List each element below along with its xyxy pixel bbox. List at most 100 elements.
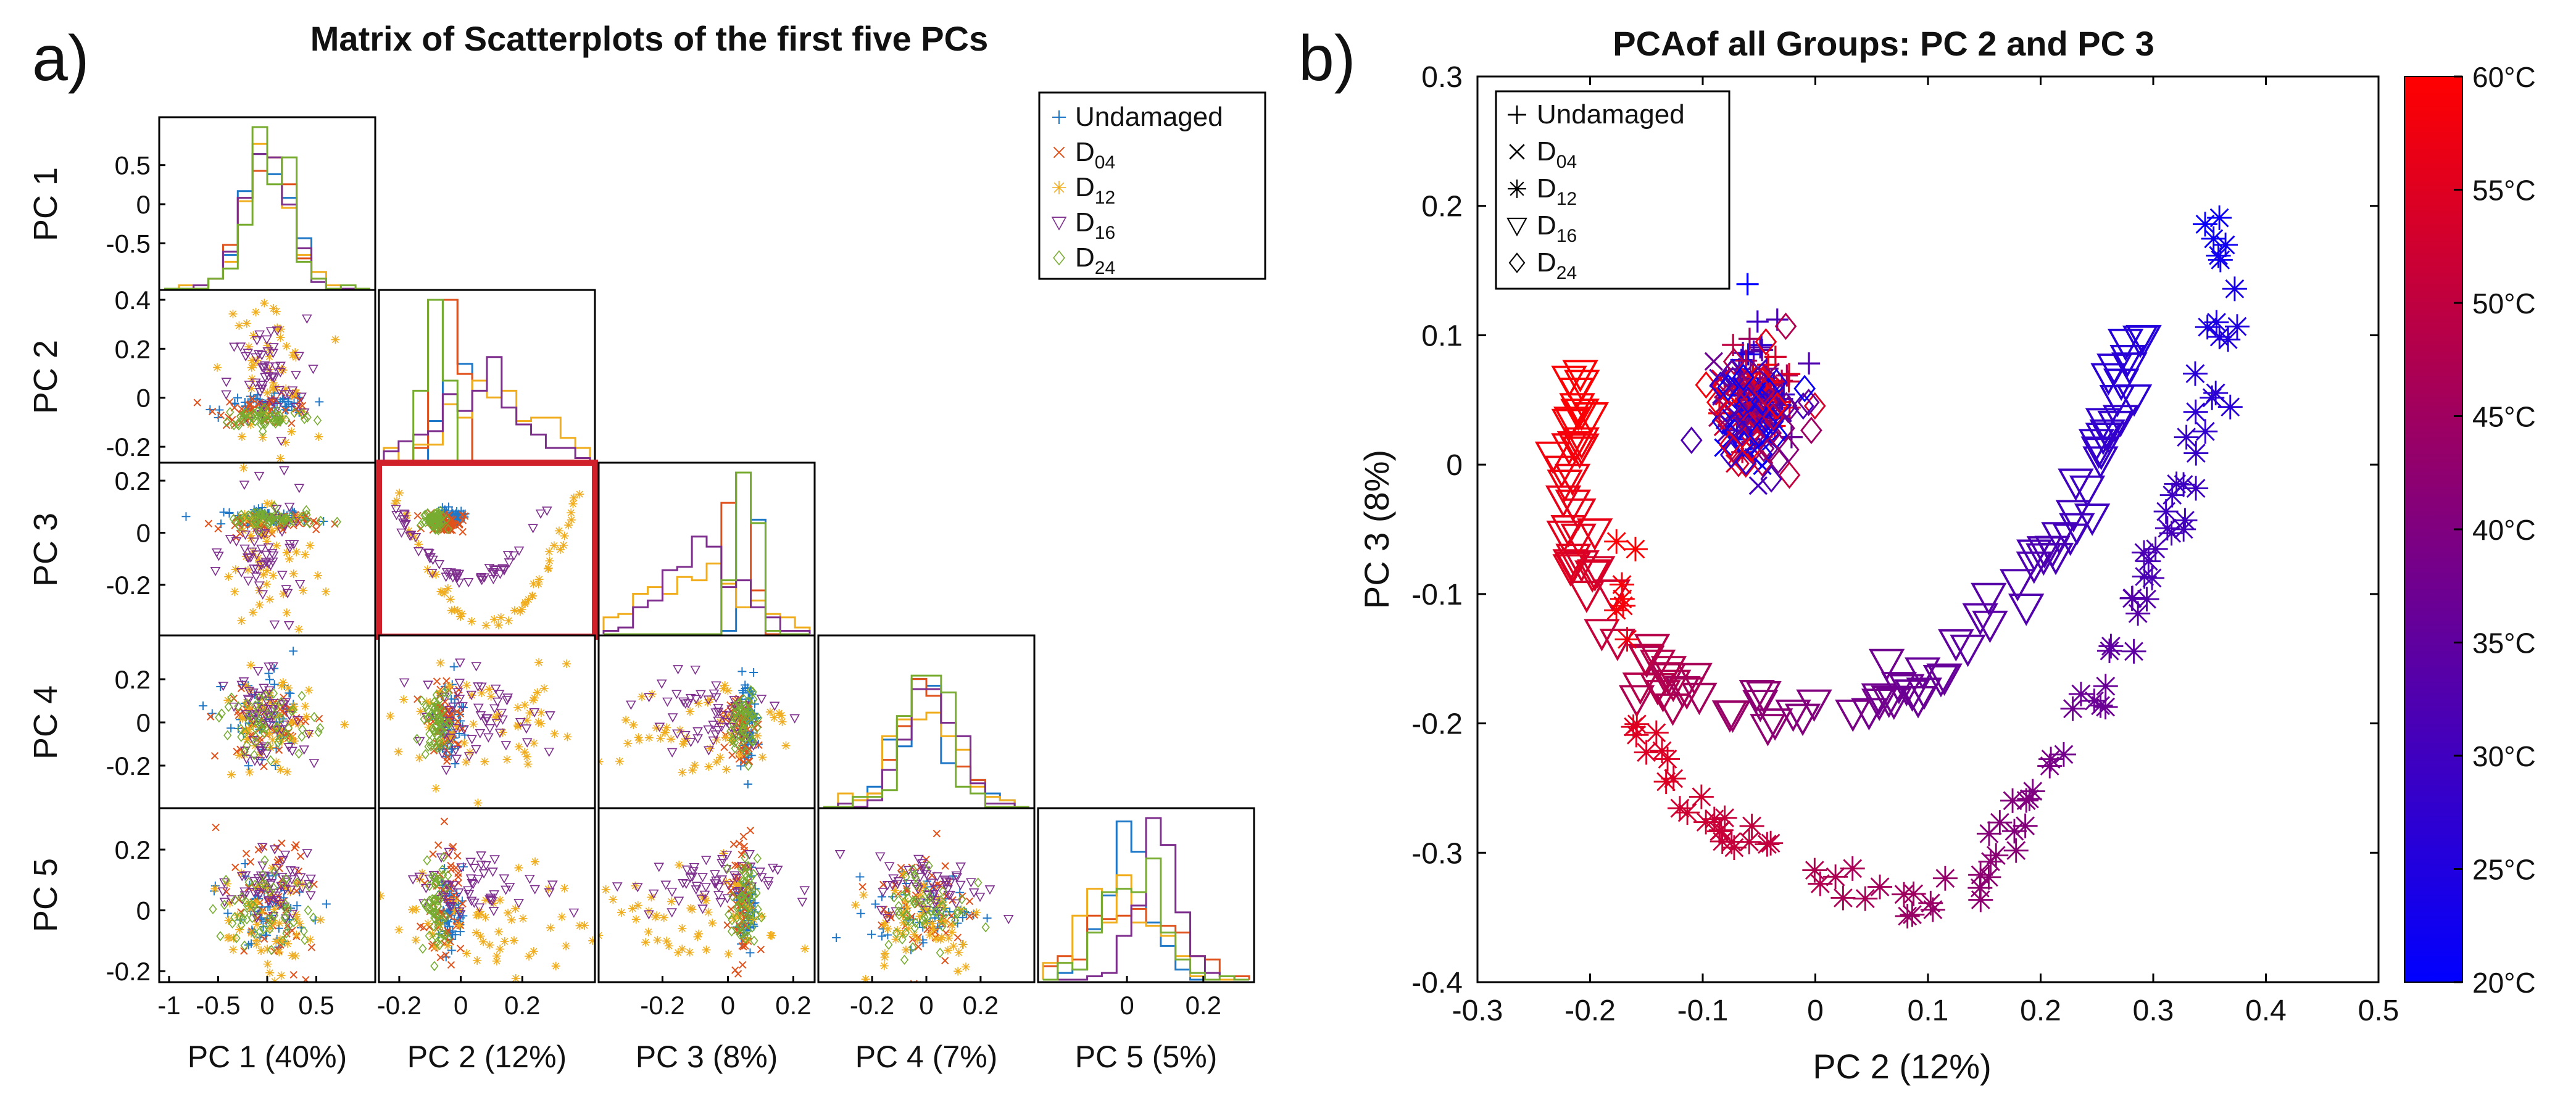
- matrix-point-d12-pc3-vs-pc2-41: [564, 521, 573, 530]
- matrix-point-d24-pc3-vs-pc1-46: [231, 516, 240, 527]
- matrix-point-d16-pc4-vs-pc1-20: [218, 682, 229, 692]
- matrix-point-d16-pc5-vs-pc3-52: [685, 874, 696, 883]
- matrix-point-undamaged-pc3-vs-pc1-2: [181, 512, 191, 521]
- matrix-point-d16-pc5-vs-pc3-30: [732, 888, 743, 898]
- matrix-marks-pc5-vs-pc4: [832, 829, 1014, 982]
- pca-point-d12-79: [2203, 381, 2229, 406]
- matrix-point-d24-pc4-vs-pc2-42: [428, 709, 438, 720]
- matrix-point-d16-pc3-vs-pc1-9: [269, 620, 280, 630]
- matrix-point-undamaged-pc5-vs-pc1-30: [244, 940, 253, 949]
- matrix-point-d16-pc4-vs-pc3-12: [729, 696, 740, 706]
- pca-point-d16-98: [1634, 634, 1671, 667]
- matrix-point-d16-pc4-vs-pc2-30: [489, 704, 500, 714]
- matrix-point-d12-pc3-vs-pc1-27: [279, 589, 288, 598]
- matrix-point-d24-pc3-vs-pc1-12: [302, 505, 310, 516]
- matrix-point-d12-pc4-vs-pc2-21: [447, 728, 456, 737]
- matrix-point-d16-pc5-vs-pc3-10: [710, 870, 720, 880]
- matrix-point-d24-pc4-vs-pc3-16: [737, 742, 746, 753]
- matrix-point-d16-pc5-vs-pc3-22: [660, 880, 671, 890]
- matrix-point-d16-pc5-vs-pc4-16: [882, 914, 893, 924]
- matrix-point-d12-pc3-vs-pc2-0: [549, 541, 559, 550]
- histogram-d24-pc1: [164, 126, 370, 290]
- pca-point-d24-36: [1737, 386, 1760, 414]
- matrix-point-d12-pc5-vs-pc3-15: [693, 932, 702, 941]
- matrix-point-d12-pc4-vs-pc3-21: [647, 690, 657, 699]
- matrix-point-d12-pc4-vs-pc3-50: [615, 756, 624, 766]
- pca-marks: [1534, 205, 2250, 928]
- matrix-point-d16-pc5-vs-pc1-45: [262, 885, 273, 895]
- matrix-point-d12-pc5-vs-pc4-15: [891, 886, 900, 895]
- matrix-point-d12-pc4-vs-pc1-44: [241, 727, 250, 736]
- matrix-point-d24-pc4-vs-pc2-35: [421, 749, 430, 759]
- matrix-point-d24-pc4-vs-pc1-5: [244, 710, 254, 721]
- matrix-point-d12-pc5-vs-pc1-15: [292, 930, 301, 940]
- matrix-point-d24-pc3-vs-pc1-52: [257, 510, 266, 521]
- matrix-point-undamaged-pc5-vs-pc1-26: [322, 899, 331, 909]
- matrix-point-d12-pc3-vs-pc2-14: [395, 489, 404, 498]
- matrix-point-d16-pc5-vs-pc3-7: [767, 864, 778, 874]
- pca-point-d16-7: [1868, 648, 1905, 682]
- matrix-point-undamaged-pc4-vs-pc1-53: [244, 761, 253, 771]
- matrix-point-d12-pc3-vs-pc1-41: [265, 595, 275, 604]
- matrix-point-d12-pc4-vs-pc3-33: [652, 724, 661, 733]
- matrix-point-d12-pc4-vs-pc3-1: [778, 717, 787, 726]
- matrix-point-d16-pc5-vs-pc3-26: [722, 894, 733, 904]
- matrix-point-d16-pc3-vs-pc1-10: [263, 543, 274, 553]
- matrix-point-d24-pc4-vs-pc2-49: [444, 688, 452, 698]
- legend-b-marker-undamaged: [1508, 105, 1526, 124]
- matrix-point-d12-pc2-vs-pc1-20: [265, 365, 274, 374]
- matrix-point-d24-pc5-vs-pc4-22: [960, 906, 968, 917]
- matrix-point-d24-pc4-vs-pc3-43: [746, 731, 754, 742]
- matrix-xtick-label-3-1: 0: [919, 991, 933, 1020]
- matrix-point-d12-pc5-vs-pc2-7: [562, 941, 571, 951]
- matrix-point-d12-pc5-vs-pc2-34: [511, 974, 520, 982]
- matrix-point-d16-pc5-vs-pc2-39: [524, 874, 535, 885]
- matrix-xtick-label-2-2: 0.2: [775, 991, 811, 1020]
- matrix-point-d12-pc3-vs-pc2-52: [543, 564, 552, 573]
- matrix-point-d24-pc5-vs-pc3-27: [741, 933, 750, 944]
- matrix-point-undamaged-pc4-vs-pc3-1: [750, 700, 760, 709]
- matrix-point-d24-pc2-vs-pc1-53: [259, 403, 268, 415]
- pca-point-d24-42: [1775, 392, 1798, 420]
- matrix-point-undamaged-pc5-vs-pc1-52: [293, 901, 302, 911]
- matrix-point-d24-pc5-vs-pc1-48: [278, 935, 287, 946]
- matrix-point-d24-pc3-vs-pc1-42: [297, 511, 306, 523]
- pca-point-d16-33: [1871, 685, 1907, 719]
- matrix-point-d12-pc5-vs-pc1-39: [275, 898, 285, 907]
- pca-xtick-label-5: 0.2: [2020, 994, 2061, 1027]
- matrix-xtick-label-0-2: 0: [260, 991, 274, 1020]
- matrix-point-d16-pc5-vs-pc2-28: [488, 906, 499, 917]
- matrix-point-d12-pc2-vs-pc1-38: [251, 307, 260, 316]
- matrix-point-d24-pc5-vs-pc4-44: [950, 915, 960, 926]
- matrix-point-d16-pc3-vs-pc1-24: [263, 559, 274, 569]
- matrix-point-d16-pc3-vs-pc1-54: [281, 585, 292, 595]
- histogram-d16-pc5: [1043, 817, 1249, 981]
- matrix-point-d24-pc4-vs-pc3-32: [729, 712, 738, 723]
- matrix-point-d24-pc3-vs-pc2-53: [431, 524, 440, 535]
- matrix-point-d12-pc5-vs-pc2-6: [575, 921, 584, 930]
- colorbar-tick-label-4: 40°C: [2472, 514, 2536, 546]
- matrix-point-d16-pc5-vs-pc1-10: [257, 843, 268, 853]
- matrix-point-d12-pc4-vs-pc2-8: [446, 734, 455, 743]
- matrix-point-d12-pc3-vs-pc2-9: [544, 547, 554, 556]
- matrix-point-d16-pc4-vs-pc1-10: [248, 688, 259, 698]
- pca-point-d16-31: [2097, 410, 2134, 444]
- matrix-point-d12-pc4-vs-pc1-40: [302, 712, 311, 721]
- pca-point-d12-42: [1604, 598, 1629, 623]
- matrix-point-d24-pc3-vs-pc2-35: [442, 514, 451, 525]
- matrix-point-d12-pc3-vs-pc2-46: [410, 532, 419, 542]
- matrix-point-d24-pc3-vs-pc1-41: [260, 510, 269, 521]
- matrix-point-d12-pc5-vs-pc2-49: [500, 937, 509, 946]
- matrix-point-d24-pc5-vs-pc3-11: [752, 888, 761, 898]
- matrix-point-d12-pc3-vs-pc2-10: [390, 498, 399, 508]
- matrix-point-d04-pc4-vs-pc3-22: [720, 743, 728, 751]
- matrix-point-d16-pc5-vs-pc2-45: [448, 881, 459, 891]
- pca-point-d16-109: [1655, 693, 1691, 726]
- matrix-xtick-label-4-0: 0: [1120, 991, 1134, 1020]
- matrix-point-d16-pc4-vs-pc2-35: [455, 658, 465, 668]
- matrix-point-d04-pc2-vs-pc1-36: [254, 400, 263, 408]
- matrix-point-d16-pc3-vs-pc1-50: [240, 531, 251, 540]
- matrix-point-d16-pc3-vs-pc1-39: [252, 528, 264, 538]
- matrix-point-d16-pc5-vs-pc2-37: [501, 885, 511, 895]
